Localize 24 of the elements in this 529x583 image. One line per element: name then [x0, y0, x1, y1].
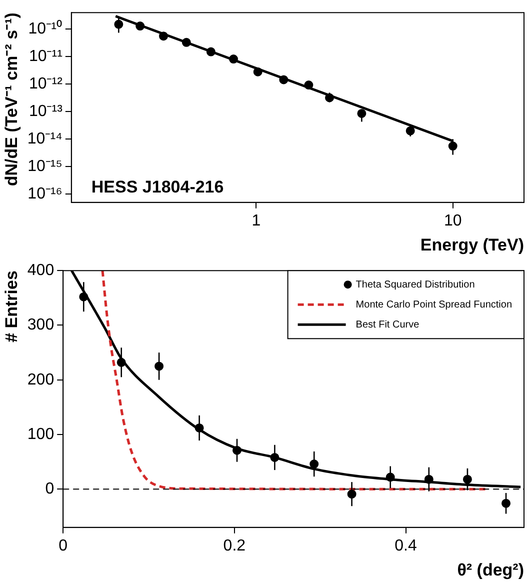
x-tick-label: 1 [252, 212, 261, 230]
legend-label: Monte Carlo Point Spread Function [356, 299, 512, 310]
y-tick-label: 10⁻¹⁶ [28, 186, 62, 203]
annotation: HESS J1804-216 [91, 178, 224, 197]
x-tick-label: 10 [444, 212, 462, 230]
y-tick-label: 10⁻¹⁵ [28, 158, 62, 176]
y-axis-title: dN/dE (TeV⁻¹ cm⁻² s⁻¹) [2, 12, 21, 186]
y-tick-label: 10⁻¹⁴ [27, 130, 63, 148]
x-tick-label: 0.4 [394, 537, 417, 554]
x-tick-label: 0.2 [223, 537, 246, 554]
y-tick-label: 300 [27, 316, 54, 334]
y-tick-label: 400 [27, 262, 54, 280]
y-tick-label: 10⁻¹² [28, 76, 64, 93]
y-tick-label: 100 [27, 426, 54, 443]
y-tick-label: 200 [27, 371, 54, 388]
y-tick-label: 10⁻¹⁰ [28, 20, 62, 38]
y-tick-label: 10⁻¹¹ [28, 48, 62, 66]
y-tick-label: 10⁻¹³ [28, 103, 64, 120]
x-axis-title: Energy (TeV) [420, 235, 524, 254]
legend-label: Best Fit Curve [356, 319, 420, 330]
y-axis-title: # Entries [2, 270, 21, 342]
x-axis-title: θ² (deg²) [457, 560, 524, 580]
legend-label: Theta Squared Distribution [356, 279, 475, 290]
y-tick-label: 0 [45, 480, 54, 498]
